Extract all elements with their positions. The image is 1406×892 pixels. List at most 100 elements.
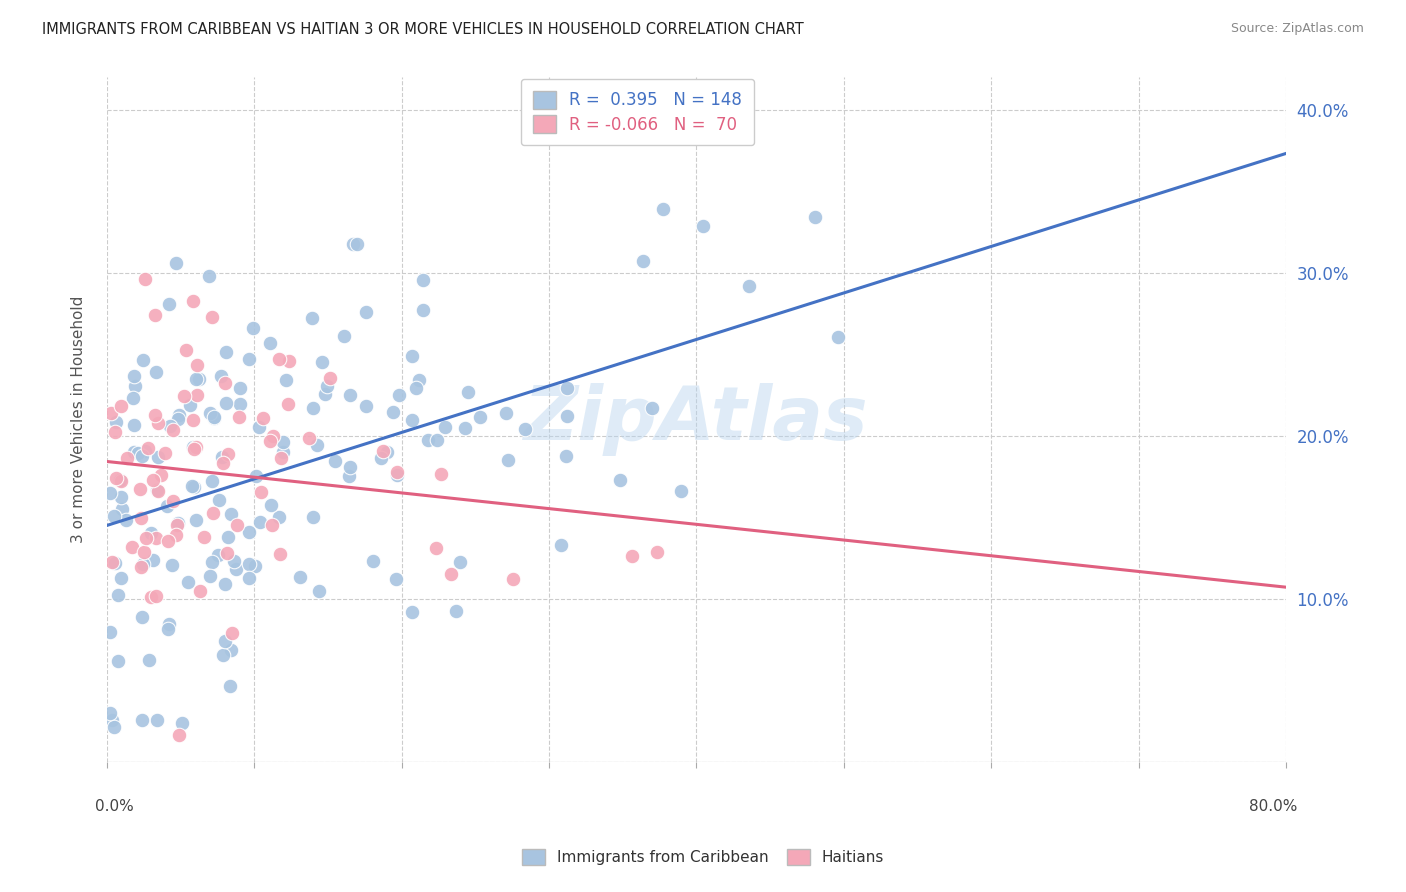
Point [207,548,229,562]
Point [159,418,181,433]
Point [337,468,360,483]
Point [181,294,204,309]
Point [449,555,471,569]
Point [339,388,361,402]
Point [260,498,283,512]
Point [186,440,208,454]
Point [238,571,260,585]
Point [98,706,121,720]
Point [212,457,235,471]
Point [129,482,152,496]
Point [333,329,356,343]
Point [186,513,208,527]
Point [98,624,121,639]
Point [496,452,519,467]
Point [260,518,283,533]
Point [157,617,180,632]
Point [371,444,394,458]
Point [141,591,163,605]
Point [103,508,125,523]
Point [298,430,321,444]
Point [187,372,209,386]
Point [217,530,239,544]
Point [198,268,221,283]
Point [129,560,152,574]
Point [269,547,291,561]
Point [131,449,153,463]
Y-axis label: 3 or more Vehicles in Household: 3 or more Vehicles in Household [72,296,86,543]
Point [387,465,409,479]
Point [218,680,240,694]
Point [211,450,233,464]
Point [98,486,121,500]
Point [101,713,124,727]
Point [225,562,247,576]
Point [198,569,221,583]
Point [301,310,323,325]
Point [557,409,579,423]
Point [502,572,524,586]
Point [100,555,122,569]
Point [122,392,145,406]
Point [136,441,159,455]
Text: IMMIGRANTS FROM CARIBBEAN VS HAITIAN 3 OR MORE VEHICLES IN HOUSEHOLD CORRELATION: IMMIGRANTS FROM CARIBBEAN VS HAITIAN 3 O… [42,22,804,37]
Point [620,549,643,563]
Point [339,460,361,475]
Point [186,387,208,401]
Point [259,336,281,351]
Point [104,556,127,570]
Point [108,473,131,487]
Point [425,541,447,555]
Point [412,273,434,287]
Point [221,643,243,657]
Point [110,571,132,585]
Point [143,308,166,322]
Point [157,297,180,311]
Point [381,405,404,419]
Point [308,583,330,598]
Point [238,351,260,366]
Point [148,450,170,464]
Point [242,321,264,335]
Point [157,622,180,636]
Point [111,501,134,516]
Point [146,713,169,727]
Point [439,567,461,582]
Point [271,445,294,459]
Text: 0.0%: 0.0% [96,799,134,814]
Point [165,527,187,541]
Point [385,468,408,483]
Point [305,438,328,452]
Point [277,353,299,368]
Point [412,302,434,317]
Point [135,532,157,546]
Point [270,451,292,466]
Point [209,368,232,383]
Text: ZipAtlas: ZipAtlas [524,383,869,456]
Point [179,398,201,412]
Point [176,574,198,589]
Point [100,406,122,420]
Point [238,524,260,539]
Point [202,409,225,424]
Point [555,381,578,395]
Point [229,396,252,410]
Point [172,716,194,731]
Point [495,406,517,420]
Point [165,256,187,270]
Point [166,518,188,533]
Point [169,409,191,423]
Point [124,368,146,383]
Point [142,553,165,567]
Point [169,728,191,742]
Point [388,388,411,402]
Point [198,406,221,420]
Point [271,435,294,450]
Point [114,513,136,527]
Point [314,387,336,401]
Point [221,626,243,640]
Text: 80.0%: 80.0% [1250,799,1298,814]
Point [134,272,156,286]
Point [181,440,204,454]
Point [188,583,211,598]
